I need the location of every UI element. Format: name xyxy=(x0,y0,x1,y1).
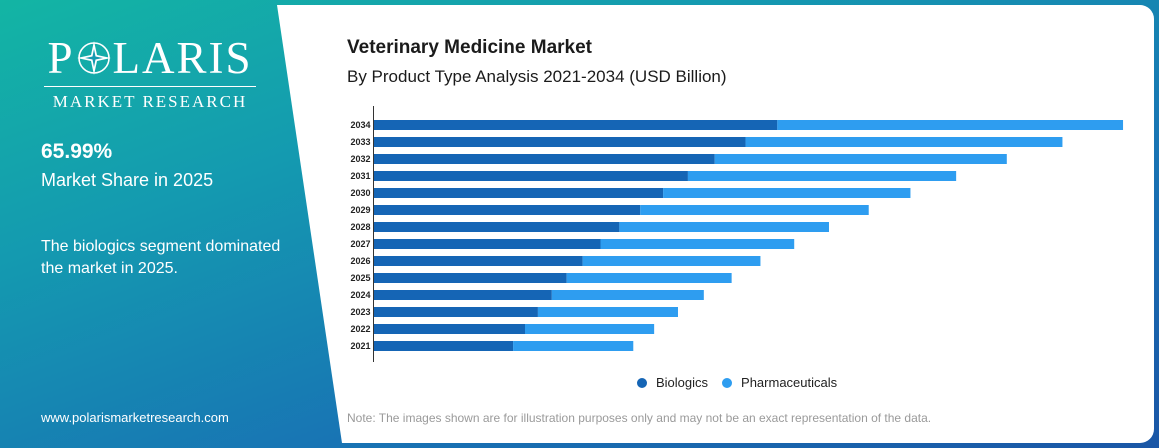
logo-letters-laris: LARIS xyxy=(112,33,253,83)
legend-item-pharmaceuticals: Pharmaceuticals xyxy=(722,375,837,390)
bar-biologics-2029 xyxy=(374,205,641,215)
y-tick-label-2031: 2031 xyxy=(350,171,370,181)
bar-biologics-2032 xyxy=(374,154,715,164)
bar-biologics-2026 xyxy=(374,256,583,266)
bar-pharmaceuticals-2032 xyxy=(714,154,1007,164)
market-share-label: Market Share in 2025 xyxy=(41,170,214,190)
bar-biologics-2024 xyxy=(374,290,552,300)
bar-biologics-2031 xyxy=(374,171,688,181)
bar-biologics-2034 xyxy=(374,120,778,130)
y-tick-label-2022: 2022 xyxy=(350,324,370,334)
chart-title: Veterinary Medicine Market xyxy=(347,37,592,58)
bar-biologics-2021 xyxy=(374,341,514,351)
y-tick-label-2023: 2023 xyxy=(350,307,370,317)
legend-dot-biologics xyxy=(637,377,647,388)
bar-pharmaceuticals-2026 xyxy=(582,256,761,266)
bar-biologics-2033 xyxy=(374,137,746,147)
compass-star-icon xyxy=(76,41,111,75)
bar-biologics-2025 xyxy=(374,273,567,283)
disclaimer-note: Note: The images shown are for illustrat… xyxy=(347,411,932,425)
logo-subtitle: MARKET RESEARCH xyxy=(52,92,248,111)
bar-pharmaceuticals-2033 xyxy=(745,137,1063,147)
y-tick-label-2026: 2026 xyxy=(350,256,370,266)
bar-pharmaceuticals-2029 xyxy=(640,205,869,215)
y-tick-label-2030: 2030 xyxy=(350,188,370,198)
bar-biologics-2022 xyxy=(374,324,525,334)
segment-note: The biologics segment dominated the mark… xyxy=(41,238,281,277)
y-tick-label-2028: 2028 xyxy=(350,222,370,232)
bar-biologics-2027 xyxy=(374,239,601,249)
market-share-value: 65.99% xyxy=(41,140,113,163)
bar-pharmaceuticals-2023 xyxy=(537,307,678,317)
bar-pharmaceuticals-2030 xyxy=(663,188,911,198)
bar-pharmaceuticals-2028 xyxy=(619,222,829,232)
bar-pharmaceuticals-2024 xyxy=(551,290,704,300)
y-tick-label-2024: 2024 xyxy=(350,290,370,300)
polaris-logo: P LARIS MARKET RESEARCH xyxy=(44,34,256,112)
y-tick-label-2029: 2029 xyxy=(350,205,370,215)
y-tick-label-2032: 2032 xyxy=(350,154,370,164)
chart-legend: Biologics Pharmaceuticals xyxy=(637,375,851,390)
bar-chart: 2034 2033 2032 2031 2030 2029 2028 2027 2026 2025… xyxy=(350,106,1124,362)
y-tick-label-2027: 2027 xyxy=(350,239,370,249)
logo-wordmark: P LARIS xyxy=(44,34,256,82)
legend-item-biologics: Biologics xyxy=(637,375,708,390)
chart-subtitle: By Product Type Analysis 2021-2034 (USD … xyxy=(347,67,727,86)
bar-biologics-2028 xyxy=(374,222,620,232)
bar-pharmaceuticals-2022 xyxy=(525,324,655,334)
bar-pharmaceuticals-2021 xyxy=(513,341,634,351)
y-tick-label-2033: 2033 xyxy=(350,137,370,147)
website-link[interactable]: www.polarismarketresearch.com xyxy=(41,410,229,425)
y-tick-label-2025: 2025 xyxy=(350,273,370,283)
y-tick-label-2021: 2021 xyxy=(350,341,370,351)
legend-label-biologics: Biologics xyxy=(656,375,709,390)
bar-biologics-2023 xyxy=(374,307,538,317)
bar-pharmaceuticals-2027 xyxy=(600,239,795,249)
logo-letter-p: P xyxy=(47,33,75,83)
bar-pharmaceuticals-2025 xyxy=(566,273,732,283)
legend-label-pharmaceuticals: Pharmaceuticals xyxy=(741,375,838,390)
legend-dot-pharmaceuticals xyxy=(722,377,733,388)
logo-divider xyxy=(44,86,256,87)
bar-biologics-2030 xyxy=(374,188,664,198)
y-tick-label-2034: 2034 xyxy=(350,120,370,130)
bar-pharmaceuticals-2031 xyxy=(687,171,957,181)
bar-pharmaceuticals-2034 xyxy=(777,120,1124,130)
